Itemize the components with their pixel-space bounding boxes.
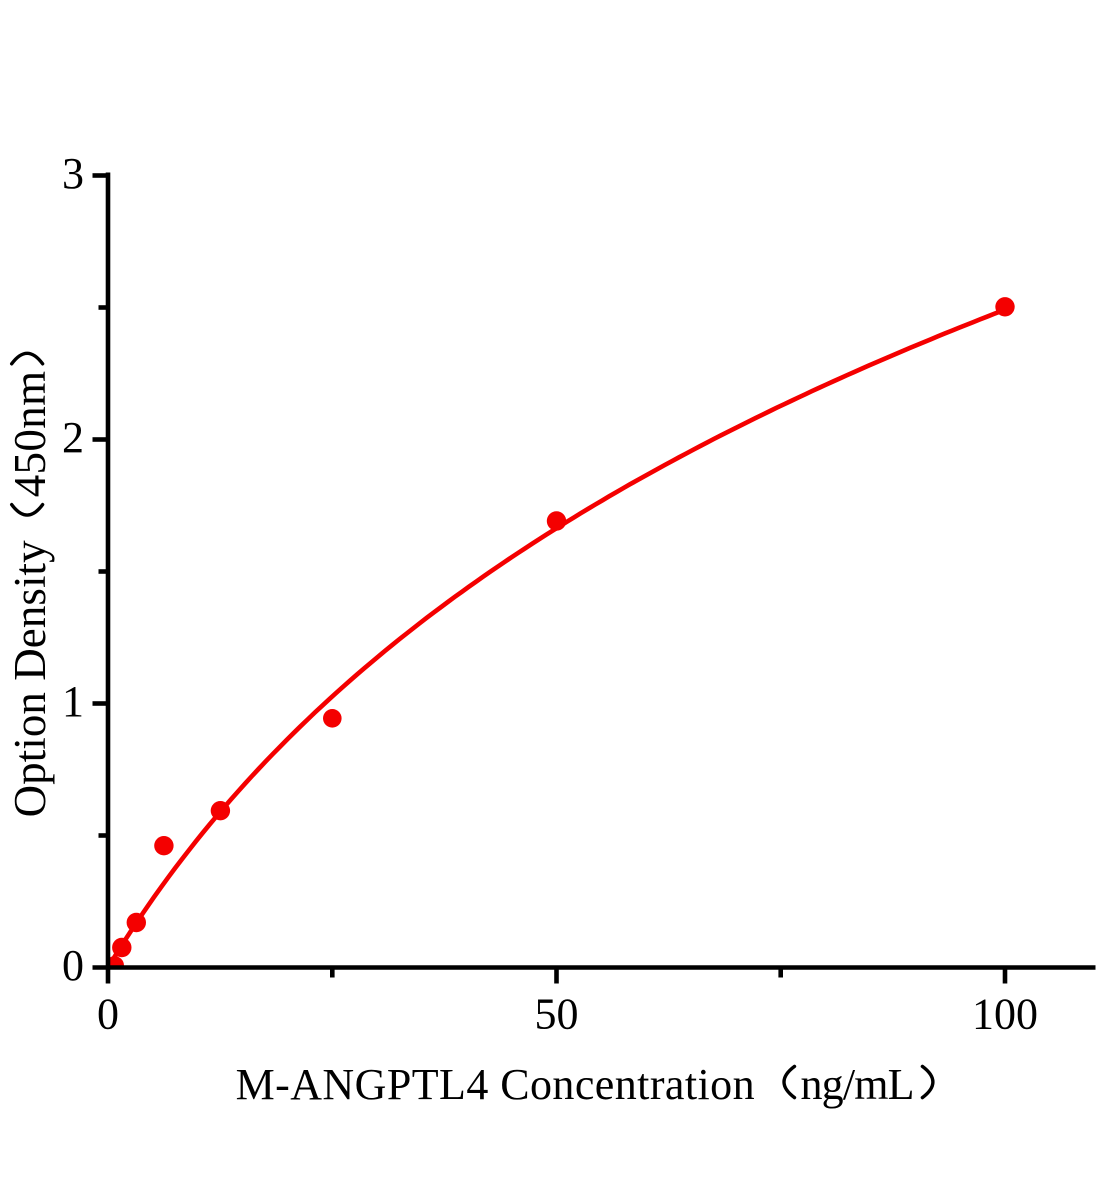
svg-text:Option Density: Option Density — [5, 540, 55, 818]
svg-text:M-ANGPTL4 Concentration: M-ANGPTL4 Concentration — [236, 1060, 755, 1109]
svg-text:1: 1 — [62, 677, 84, 726]
svg-text:0: 0 — [97, 990, 119, 1039]
svg-text:100: 100 — [972, 990, 1038, 1039]
svg-text:50: 50 — [535, 990, 579, 1039]
svg-text:ng/mL: ng/mL — [801, 1060, 915, 1109]
svg-text:0: 0 — [62, 941, 84, 990]
svg-text:450nm: 450nm — [5, 371, 55, 498]
svg-text:2: 2 — [62, 413, 84, 462]
svg-text:3: 3 — [62, 149, 84, 198]
